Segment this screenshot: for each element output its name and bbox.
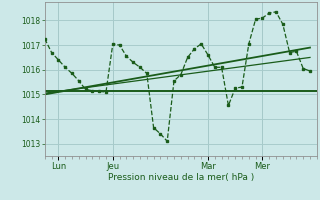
X-axis label: Pression niveau de la mer( hPa ): Pression niveau de la mer( hPa ) xyxy=(108,173,254,182)
